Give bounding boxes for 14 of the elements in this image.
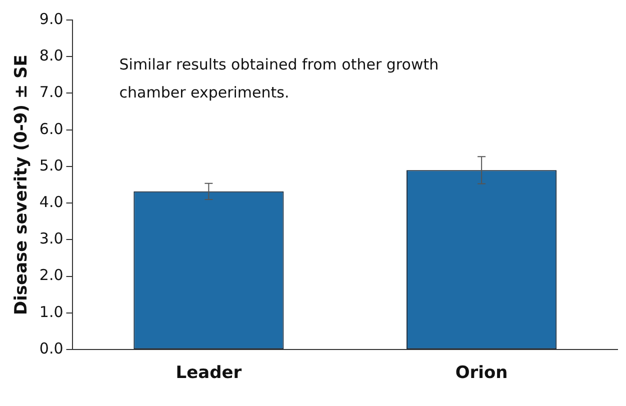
annotation: Similar results obtained from other growth chamber experiments.	[119, 55, 439, 102]
y-tick-label: 7.0	[39, 83, 64, 102]
y-tick-label: 9.0	[39, 10, 64, 28]
y-tick-label: 0.0	[39, 339, 64, 358]
x-tick-label: Leader	[176, 363, 242, 384]
y-tick-label: 8.0	[39, 46, 64, 65]
y-tick-label: 6.0	[39, 120, 64, 138]
y-tick-label: 2.0	[39, 266, 64, 284]
x-tick-label: Orion	[455, 363, 508, 384]
y-tick-label: 4.0	[39, 193, 64, 211]
y-tick-label: 5.0	[39, 156, 64, 174]
y-tick-label: 1.0	[39, 302, 64, 321]
y-axis-title: Disease severity (0-9) ± SE	[12, 54, 32, 316]
y-tick-label: 3.0	[39, 230, 64, 248]
